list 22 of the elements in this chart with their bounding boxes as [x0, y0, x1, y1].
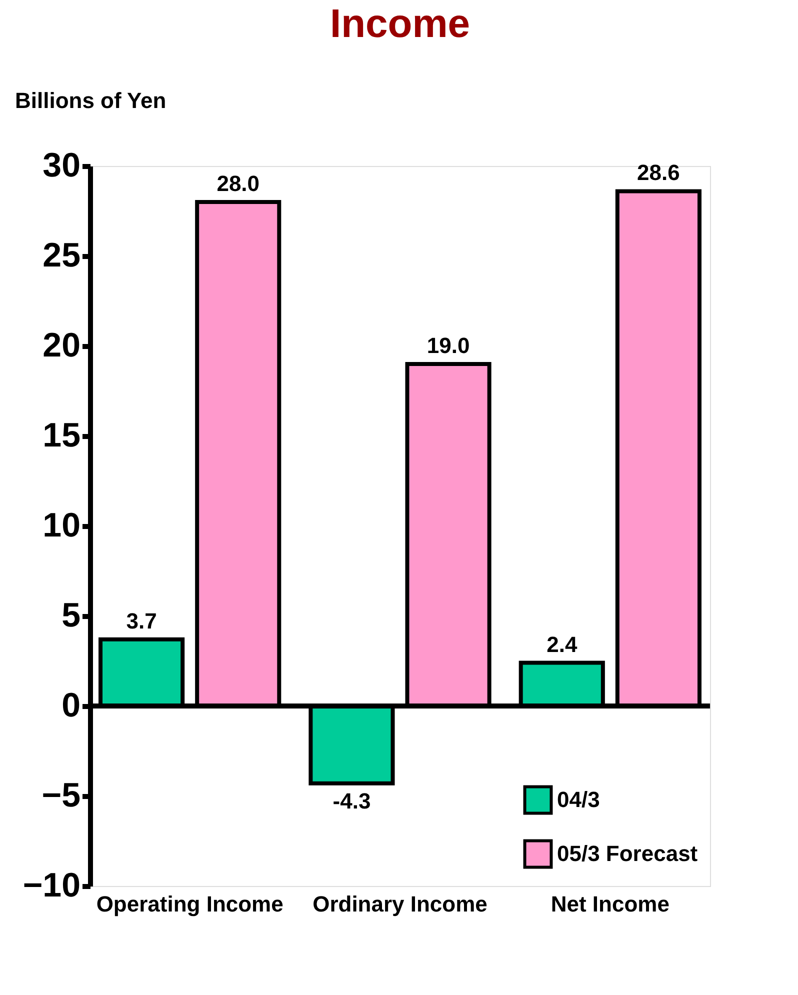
data-label: 28.0 [216, 171, 260, 196]
x-tick-label: Ordinary Income [312, 892, 488, 916]
y-tick-label: −10 [22, 866, 80, 904]
chart-title: Income [330, 2, 470, 46]
y-axis-title: Billions of Yen [15, 88, 166, 113]
x-tick-label: Operating Income [96, 892, 284, 916]
y-tick-label: 0 [62, 686, 80, 724]
data-label: 19.0 [426, 333, 470, 358]
data-label: 2.4 [546, 632, 578, 657]
y-tick-label: −5 [42, 776, 80, 814]
legend-label: 05/3 Forecast [557, 841, 698, 866]
data-label: -4.3 [332, 788, 371, 814]
y-tick-label: 20 [42, 326, 80, 364]
legend-label: 04/3 [557, 787, 600, 812]
y-tick-label: 25 [42, 236, 80, 274]
data-label: 28.6 [637, 160, 680, 186]
y-tick-label: 5 [62, 596, 80, 634]
x-tick-label: Net Income [550, 892, 670, 916]
y-tick-label: 30 [42, 146, 80, 184]
y-tick-label: 15 [42, 416, 80, 454]
y-tick-label: 10 [42, 506, 80, 544]
data-label: 3.7 [126, 608, 157, 634]
